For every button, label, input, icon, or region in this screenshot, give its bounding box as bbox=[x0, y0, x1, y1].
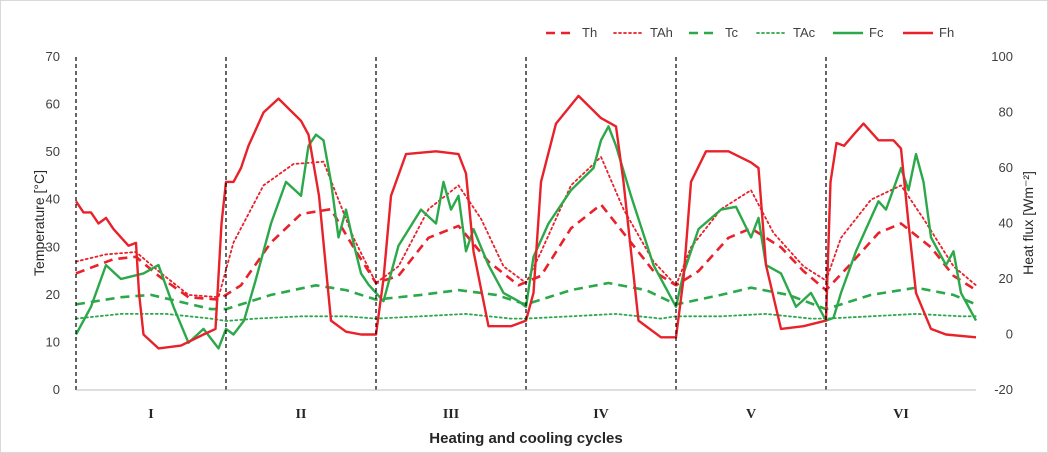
legend-label-tc: Tc bbox=[725, 25, 739, 40]
series-line-fh bbox=[75, 94, 977, 350]
cycle-label: IV bbox=[593, 407, 609, 422]
x-axis-title: Heating and cooling cycles bbox=[429, 430, 622, 447]
y-tick-label-left: 10 bbox=[46, 334, 60, 349]
cycle-label: III bbox=[443, 407, 459, 422]
legend-label-fh: Fh bbox=[939, 25, 954, 40]
y-tick-label-right: 20 bbox=[999, 271, 1013, 286]
legend-label-fc: Fc bbox=[869, 25, 884, 40]
cycle-labels: I II III IV V VI bbox=[148, 407, 909, 422]
y-tick-label-right: 0 bbox=[1006, 327, 1013, 342]
cycle-label: II bbox=[296, 407, 307, 422]
y-axis-right-title: Heat flux [Wm⁻²] bbox=[1020, 171, 1036, 275]
cycle-label: V bbox=[746, 407, 756, 422]
y-tick-label-right: 80 bbox=[999, 105, 1013, 120]
y-tick-label-left: 30 bbox=[46, 239, 60, 254]
y-tick-label-right: 100 bbox=[991, 49, 1013, 64]
cycle-label: I bbox=[148, 407, 153, 422]
y-axis-left-ticks: 0 10 20 30 40 50 60 70 bbox=[46, 49, 60, 397]
legend-label-tac: TAc bbox=[793, 25, 816, 40]
y-axis-right-ticks: -20 0 20 40 60 80 100 bbox=[991, 49, 1013, 397]
y-tick-label-left: 70 bbox=[46, 49, 60, 64]
y-tick-label-right: 40 bbox=[999, 216, 1013, 231]
legend: Th TAh Tc TAc Fc Fh bbox=[546, 25, 954, 40]
series-line-tc bbox=[75, 281, 977, 311]
legend-label-tah: TAh bbox=[650, 25, 673, 40]
series-line-th bbox=[75, 203, 977, 301]
y-tick-label-right: 60 bbox=[999, 160, 1013, 175]
y-tick-label-left: 20 bbox=[46, 287, 60, 302]
y-tick-label-right: -20 bbox=[994, 382, 1013, 397]
legend-label-th: Th bbox=[582, 25, 597, 40]
series-line-fc bbox=[74, 125, 978, 350]
cycle-label: VI bbox=[893, 407, 909, 422]
y-axis-left-title: Temperature [°C] bbox=[31, 170, 47, 276]
y-tick-label-left: 0 bbox=[53, 382, 60, 397]
y-tick-label-left: 50 bbox=[46, 144, 60, 159]
y-tick-label-left: 40 bbox=[46, 192, 60, 207]
y-tick-label-left: 60 bbox=[46, 97, 60, 112]
